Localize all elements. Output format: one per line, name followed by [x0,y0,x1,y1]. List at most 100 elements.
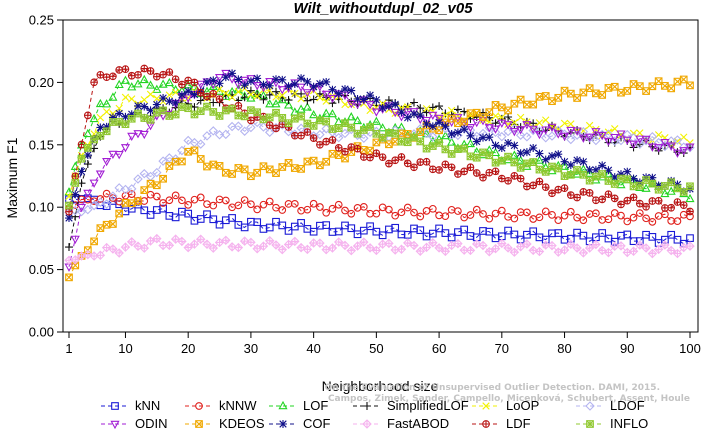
data-point [528,125,538,136]
data-point [316,93,324,102]
data-point [165,68,174,76]
legend-label: SimplifiedLOF [387,398,469,413]
data-point [528,245,538,256]
legend-item-lof: LOF [269,398,328,413]
data-point [585,176,594,185]
data-point [660,188,670,198]
data-point [491,101,500,109]
data-point [202,239,212,249]
data-point [178,196,186,205]
legend-label: LoOP [506,398,539,413]
data-point [547,123,557,133]
data-point [490,243,501,254]
credit-line-2: On the Evaluation of Unsupervised Outlie… [325,383,660,393]
data-point [341,154,349,163]
plot-area: 1 10 20 30 40 50 60 70 80 90 100 0.000.050.100.150… [29,13,701,357]
data-point [246,93,256,102]
data-point [610,209,619,217]
data-point [297,112,305,121]
data-point [598,170,607,178]
data-point [133,79,143,88]
data-point [290,114,299,123]
data-point [491,209,500,218]
data-point [667,178,676,187]
data-point [510,230,519,239]
data-point [396,122,407,131]
data-point [70,255,81,265]
data-point [239,236,250,246]
data-point [101,242,112,253]
data-point [566,207,575,216]
data-point [71,172,80,181]
data-point [397,153,406,161]
data-point [222,89,230,98]
data-point [628,246,639,257]
data-point [648,197,657,205]
data-point [341,206,349,215]
data-point [209,76,218,85]
data-point [410,163,418,172]
data-point [296,83,306,92]
legend-label: LOF [303,398,328,413]
data-point [378,231,387,240]
data-point [278,114,287,122]
data-point [548,211,556,219]
legend-label: ODIN [135,416,168,431]
data-point [327,243,338,253]
data-point [635,209,644,217]
data-point [434,243,444,253]
data-point [165,97,174,106]
data-point [510,172,519,180]
data-point [616,130,626,139]
data-point [316,116,324,125]
data-point [372,95,381,104]
data-point [553,125,564,136]
data-point [102,202,111,211]
legend-marker [279,420,287,428]
data-point [447,150,456,158]
data-point [654,185,663,194]
data-point [115,109,124,118]
data-point [479,113,487,121]
data-point [264,127,275,138]
data-point [497,206,506,215]
data-point [498,113,506,122]
data-point [410,110,418,118]
x-tick-label: 80 [557,341,571,356]
data-point [660,240,670,250]
x-tick-label: 40 [306,341,320,356]
data-point [297,131,305,140]
data-point [146,211,155,219]
series-line [68,192,691,223]
data-point [434,114,444,124]
data-point [121,120,130,129]
data-point [96,224,105,232]
data-point [385,128,393,137]
data-point [83,189,93,199]
data-point [271,240,281,250]
data-point [126,184,137,194]
data-point [522,148,531,157]
data-point [378,123,388,132]
legend-label: KDEOS [219,416,265,431]
data-point [96,195,105,203]
data-point [303,77,312,86]
legend-marker [111,402,119,410]
data-point [221,69,231,79]
data-point [416,137,425,146]
data-point [604,215,613,224]
data-point [152,72,161,81]
x-tick-label: 90 [620,341,634,356]
data-point [164,77,174,87]
data-point [203,92,211,101]
data-point [259,95,268,104]
data-point [528,125,538,134]
data-point [328,204,337,213]
data-point [102,122,111,131]
data-point [215,79,224,88]
data-point [309,156,318,165]
legend-label: kNN [135,398,160,413]
data-point [120,144,131,153]
data-point [534,246,545,257]
data-point [309,95,318,104]
